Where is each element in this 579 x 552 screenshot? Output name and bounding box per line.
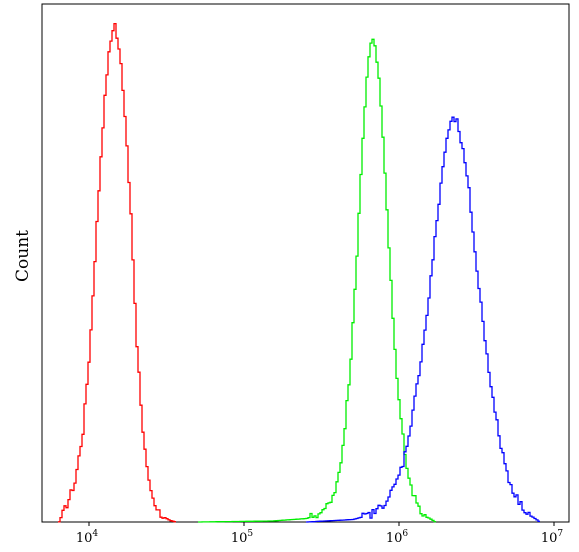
x-axis-ticks: 104 105 106 107 <box>76 522 564 546</box>
series-layer <box>58 22 540 523</box>
series-line-1 <box>58 22 176 523</box>
x-tick-label: 105 <box>231 529 254 546</box>
series-line-2 <box>198 38 436 523</box>
x-tick-label: 106 <box>386 529 409 546</box>
plot-frame <box>41 3 570 523</box>
x-tick-label: 107 <box>541 529 564 546</box>
y-axis-label: Count <box>13 230 33 282</box>
series-line-3 <box>306 116 540 523</box>
x-tick-label: 104 <box>76 529 99 546</box>
